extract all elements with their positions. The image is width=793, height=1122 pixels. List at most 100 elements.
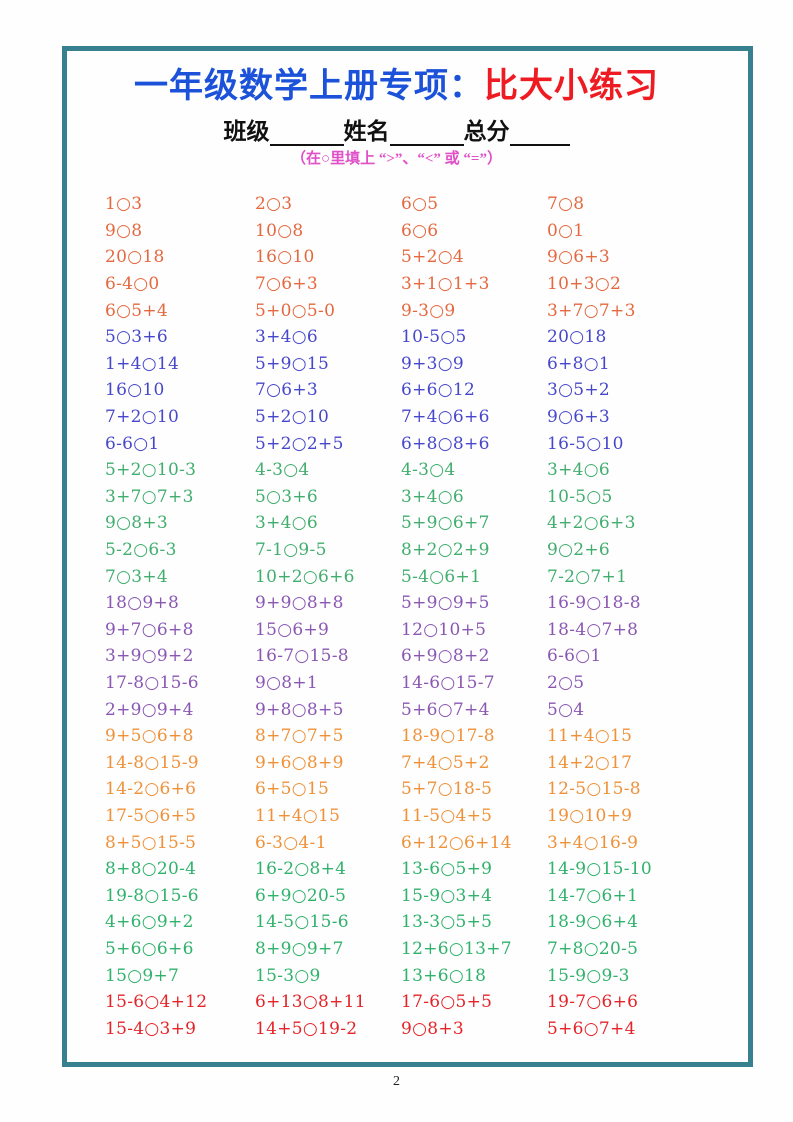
problem-cell: 5+6○7+4 (401, 699, 490, 720)
problem-cell: 5-4○6+1 (401, 566, 482, 587)
problem-cell: 3+4○6 (255, 327, 319, 348)
problem-row: 15-6○4+12 6+13○8+11 17-6○5+5 19-7○6+6 (105, 989, 705, 1016)
problem-cell: 6+12○6+14 (401, 832, 512, 853)
problem-cell: 15-4○3+9 (105, 1018, 197, 1039)
problem-row: 17-8○15-6 9○8+1 14-6○15-7 2○5 (105, 670, 705, 697)
problem-cell: 5-2○6-3 (105, 540, 177, 561)
problem-row: 9○8 10○8 6○6 0○1 (105, 218, 705, 245)
problem-cell: 6○5 (401, 194, 439, 215)
page-number: 2 (393, 1074, 400, 1089)
problem-cell: 1+4○14 (105, 353, 180, 374)
problem-row: 15-4○3+9 14+5○19-2 9○8+3 5+6○7+4 (105, 1015, 705, 1042)
problem-cell: 5+0○5-0 (255, 300, 336, 321)
problem-cell: 6+9○8+2 (401, 646, 490, 667)
problem-cell: 6+9○20-5 (255, 885, 347, 906)
problem-cell: 19○10+9 (547, 805, 633, 826)
problem-cell: 6+8○8+6 (401, 433, 490, 454)
problems-grid: 1○3 2○3 6○5 7○8 9○8 10○8 6○6 0○1 20○18 16○10 5+2○4… (105, 191, 705, 1042)
page-border (62, 46, 753, 1067)
problem-cell: 7+4○5+2 (401, 752, 490, 773)
name-blank-line (389, 121, 464, 146)
problem-cell: 18○9+8 (105, 593, 180, 614)
problem-cell: 5+6○6+6 (105, 938, 194, 959)
problem-cell: 1○3 (105, 194, 143, 215)
problem-cell: 0○1 (547, 220, 585, 241)
problem-row: 3+9○9+2 16-7○15-8 6+9○8+2 6-6○1 (105, 643, 705, 670)
problem-cell: 15○9+7 (105, 965, 180, 986)
problem-cell: 3+7○7+3 (105, 486, 194, 507)
problem-cell: 3+7○7+3 (547, 300, 636, 321)
problem-row: 14-8○15-9 9+6○8+9 7+4○5+2 14+2○17 (105, 749, 705, 776)
problem-cell: 14-2○6+6 (105, 779, 197, 800)
problem-cell: 7-1○9-5 (255, 540, 327, 561)
problem-cell: 9○6+3 (547, 407, 611, 428)
problem-cell: 20○18 (547, 327, 607, 348)
problem-row: 3+7○7+3 5○3+6 3+4○6 10-5○5 (105, 484, 705, 511)
score-label: 总分 (463, 119, 510, 144)
problem-cell: 15-6○4+12 (105, 992, 208, 1013)
problem-cell: 17-5○6+5 (105, 805, 197, 826)
problem-row: 7○3+4 10+2○6+6 5-4○6+1 7-2○7+1 (105, 563, 705, 590)
problem-row: 5-2○6-3 7-1○9-5 8+2○2+9 9○2+6 (105, 537, 705, 564)
problem-cell: 14-9○15-10 (547, 859, 653, 880)
problem-row: 1○3 2○3 6○5 7○8 (105, 191, 705, 218)
problem-cell: 6+13○8+11 (255, 992, 366, 1013)
problem-row: 7+2○10 5+2○10 7+4○6+6 9○6+3 (105, 404, 705, 431)
problem-cell: 5+9○15 (255, 353, 330, 374)
problem-cell: 5○4 (547, 699, 585, 720)
problem-cell: 14-5○15-6 (255, 912, 349, 933)
problem-cell: 10-5○5 (547, 486, 613, 507)
problem-cell: 9+8○8+5 (255, 699, 344, 720)
problem-cell: 10+2○6+6 (255, 566, 355, 587)
problem-row: 8+5○15-5 6-3○4-1 6+12○6+14 3+4○16-9 (105, 829, 705, 856)
problem-cell: 9○6+3 (547, 247, 611, 268)
score-blank-line (509, 121, 570, 146)
problem-cell: 15-9○3+4 (401, 885, 493, 906)
problem-cell: 7-2○7+1 (547, 566, 628, 587)
problem-cell: 3+4○6 (401, 486, 465, 507)
problem-cell: 5+9○9+5 (401, 593, 490, 614)
problem-cell: 7○8 (547, 194, 585, 215)
header-fields: 班级 姓名 总分 (0, 112, 793, 146)
problem-cell: 17-8○15-6 (105, 672, 199, 693)
problem-row: 6○5+4 5+0○5-0 9-3○9 3+7○7+3 (105, 297, 705, 324)
problem-cell: 9○2+6 (547, 540, 611, 561)
problem-cell: 3+4○16-9 (547, 832, 639, 853)
problem-cell: 15○6+9 (255, 619, 330, 640)
name-label: 姓名 (343, 119, 390, 144)
problem-cell: 11+4○15 (255, 805, 341, 826)
problem-cell: 9+5○6+8 (105, 726, 194, 747)
problem-cell: 12-5○15-8 (547, 779, 641, 800)
problem-cell: 5+9○6+7 (401, 513, 490, 534)
problem-row: 4+6○9+2 14-5○15-6 13-3○5+5 18-9○6+4 (105, 909, 705, 936)
problem-cell: 8+7○7+5 (255, 726, 344, 747)
problem-cell: 5+2○4 (401, 247, 465, 268)
problem-row: 20○18 16○10 5+2○4 9○6+3 (105, 244, 705, 271)
problem-cell: 5+2○10-3 (105, 460, 197, 481)
problem-cell: 19-7○6+6 (547, 992, 639, 1013)
problem-cell: 2+9○9+4 (105, 699, 194, 720)
problem-cell: 15-3○9 (255, 965, 321, 986)
problem-row: 5○3+6 3+4○6 10-5○5 20○18 (105, 324, 705, 351)
problem-cell: 12○10+5 (401, 619, 487, 640)
problem-cell: 18-4○7+8 (547, 619, 639, 640)
problem-cell: 13-3○5+5 (401, 912, 493, 933)
instruction-text: （在○里填上 “>”、“<” 或 “=”） (291, 151, 502, 167)
problem-cell: 5+7○18-5 (401, 779, 493, 800)
problem-cell: 9○8+3 (401, 1018, 465, 1039)
problem-cell: 9+3○9 (401, 353, 465, 374)
class-label: 班级 (223, 119, 270, 144)
problem-cell: 19-8○15-6 (105, 885, 199, 906)
problem-cell: 3+4○6 (255, 513, 319, 534)
problem-row: 1+4○14 5+9○15 9+3○9 6+8○1 (105, 351, 705, 378)
problem-cell: 14+2○17 (547, 752, 633, 773)
problem-cell: 17-6○5+5 (401, 992, 493, 1013)
problem-cell: 11-5○4+5 (401, 805, 493, 826)
problem-row: 9+5○6+8 8+7○7+5 18-9○17-8 11+4○15 (105, 723, 705, 750)
problem-row: 8+8○20-4 16-2○8+4 13-6○5+9 14-9○15-10 (105, 856, 705, 883)
problem-cell: 3○5+2 (547, 380, 611, 401)
problem-cell: 20○18 (105, 247, 165, 268)
problem-cell: 6-4○0 (105, 274, 160, 295)
problem-row: 17-5○6+5 11+4○15 11-5○4+5 19○10+9 (105, 803, 705, 830)
problem-cell: 7+2○10 (105, 407, 180, 428)
